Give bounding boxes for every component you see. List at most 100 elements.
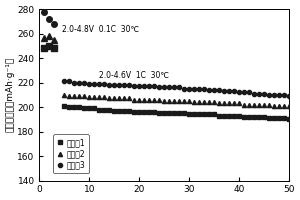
实施套2 [192,101,196,103]
实施套2 [202,101,206,103]
实施套1 [68,106,71,108]
实施套3 [68,80,71,83]
实施套2 [232,102,236,105]
实施套1 [172,112,176,114]
实施套1 [252,116,256,118]
实施套3 [172,86,176,89]
实施套1 [232,114,236,117]
实施套1 [227,114,231,117]
实施套2 [152,99,156,101]
实施套3 [247,91,250,94]
实施套3 [252,92,256,95]
实施套1 [147,111,151,113]
实施套1 [162,112,166,114]
实施套1 [192,113,196,116]
实施套2 [122,97,126,100]
实施套1 [63,105,66,107]
实施套2 [132,99,136,101]
实施套1 [197,113,201,116]
实施套3 [217,89,221,91]
实施套1 [287,118,290,121]
实施套2 [267,103,271,106]
实施套1 [182,112,186,114]
实施套3 [98,83,101,85]
实施套1 [88,107,91,109]
实施套2 [262,103,266,106]
实施套3 [63,80,66,83]
实施套1 [82,107,86,109]
实施套3 [267,94,271,96]
实施套2 [88,96,91,98]
Text: 2.0-4.6V  1C  30℃: 2.0-4.6V 1C 30℃ [99,71,169,80]
实施套1 [282,117,286,119]
实施套3 [102,83,106,85]
实施套3 [162,86,166,89]
实施套3 [242,91,246,94]
实施套2 [112,97,116,100]
实施套3 [112,84,116,86]
实施套1 [267,117,271,119]
实施套3 [257,92,261,95]
实施套1 [142,111,146,113]
Line: 实施套1: 实施套1 [62,104,291,121]
实施套3 [77,81,81,84]
实施套2 [107,97,111,100]
实施套3 [137,85,141,87]
Legend: 实施套1, 实施套2, 实施套3: 实施套1, 实施套2, 实施套3 [53,134,89,173]
实施套3 [222,90,226,92]
实施套1 [187,113,191,116]
实施套2 [207,101,211,103]
实施套2 [287,105,290,107]
实施套3 [202,87,206,90]
实施套3 [287,95,290,97]
实施套3 [262,92,266,95]
实施套2 [272,105,275,107]
实施套2 [147,99,151,101]
实施套1 [73,106,76,108]
实施套1 [122,110,126,112]
实施套3 [187,87,191,90]
实施套1 [112,110,116,112]
Text: 2.0-4.8V  0.1C  30℃: 2.0-4.8V 0.1C 30℃ [62,25,139,34]
实施套1 [152,111,156,113]
实施套2 [77,95,81,97]
实施套1 [102,108,106,111]
实施套1 [98,108,101,111]
实施套2 [92,96,96,98]
实施套2 [68,95,71,97]
实施套2 [162,100,166,102]
实施套2 [252,103,256,106]
实施套1 [137,111,141,113]
实施套1 [167,112,171,114]
实施套3 [157,86,161,89]
实施套1 [272,117,275,119]
实施套2 [117,97,121,100]
实施套2 [102,96,106,98]
实施套1 [157,112,161,114]
Y-axis label: 放电比容量（mAh·g⁻¹）: 放电比容量（mAh·g⁻¹） [6,57,15,132]
实施套3 [207,89,211,91]
实施套2 [177,100,181,102]
实施套2 [237,102,241,105]
Line: 实施套3: 实施套3 [62,79,291,98]
实施套1 [222,114,226,117]
实施套2 [182,100,186,102]
实施套3 [88,83,91,85]
实施套1 [117,110,121,112]
实施套2 [187,100,191,102]
实施套2 [212,101,216,103]
实施套2 [167,100,171,102]
实施套3 [177,86,181,89]
实施套2 [142,99,146,101]
实施套3 [92,83,96,85]
实施套3 [182,87,186,90]
实施套3 [132,85,136,87]
实施套2 [73,95,76,97]
实施套2 [222,102,226,105]
实施套2 [82,95,86,97]
实施套2 [247,103,250,106]
实施套1 [262,116,266,118]
实施套3 [147,85,151,87]
实施套3 [282,94,286,96]
实施套1 [92,107,96,109]
